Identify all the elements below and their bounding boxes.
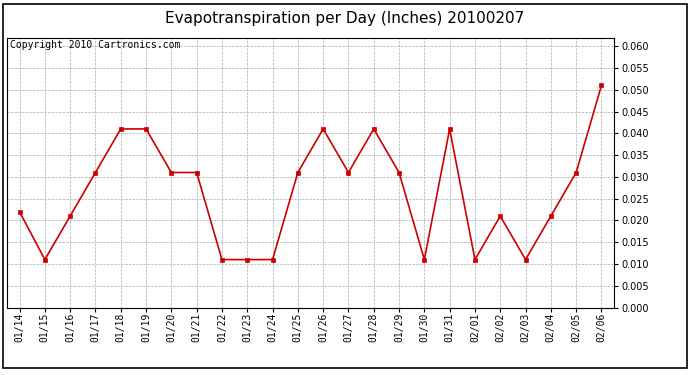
Text: Copyright 2010 Cartronics.com: Copyright 2010 Cartronics.com xyxy=(10,40,180,50)
Text: Evapotranspiration per Day (Inches) 20100207: Evapotranspiration per Day (Inches) 2010… xyxy=(166,11,524,26)
